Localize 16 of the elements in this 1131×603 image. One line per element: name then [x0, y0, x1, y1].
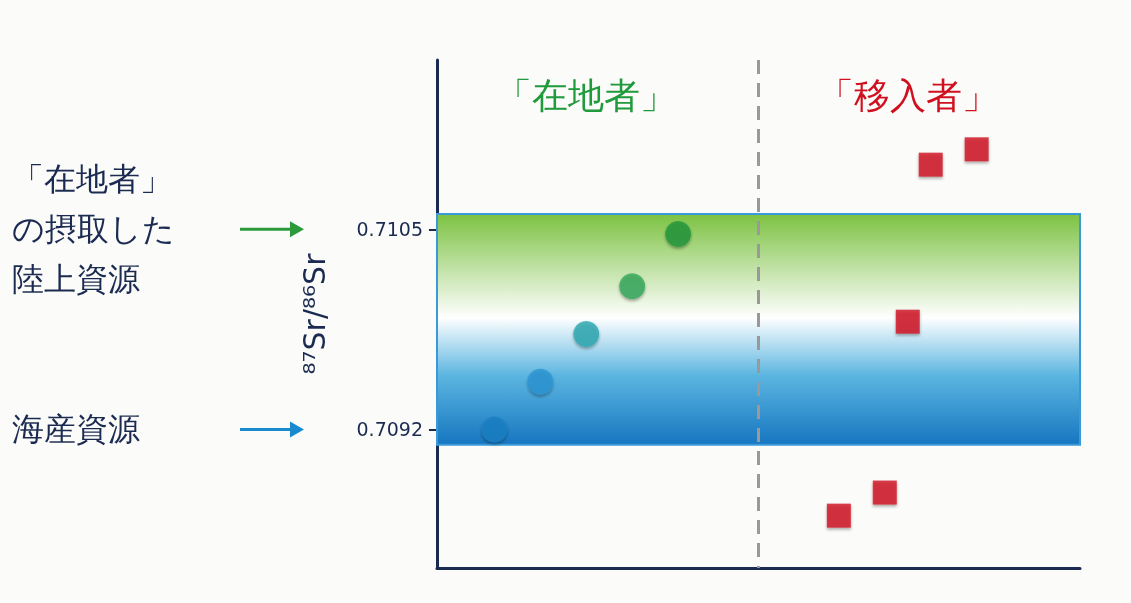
point	[964, 137, 989, 162]
point	[665, 220, 692, 247]
text: 「在地者」の摂取した陸上資源	[12, 160, 175, 299]
point	[826, 503, 851, 528]
text: 「在地者」	[496, 74, 677, 116]
point	[527, 368, 554, 395]
point	[872, 480, 897, 505]
point	[895, 309, 920, 334]
text: 海産資源	[12, 410, 140, 449]
series-label: 「移入者」	[817, 74, 998, 116]
point	[918, 152, 943, 177]
y-axis-title: ⁸⁷Sr/⁸⁶Sr	[296, 252, 332, 375]
y-tick-label: 0.7105	[356, 218, 423, 241]
point	[619, 273, 646, 300]
y-tick-label: 0.7092	[356, 418, 423, 441]
point	[573, 321, 600, 347]
